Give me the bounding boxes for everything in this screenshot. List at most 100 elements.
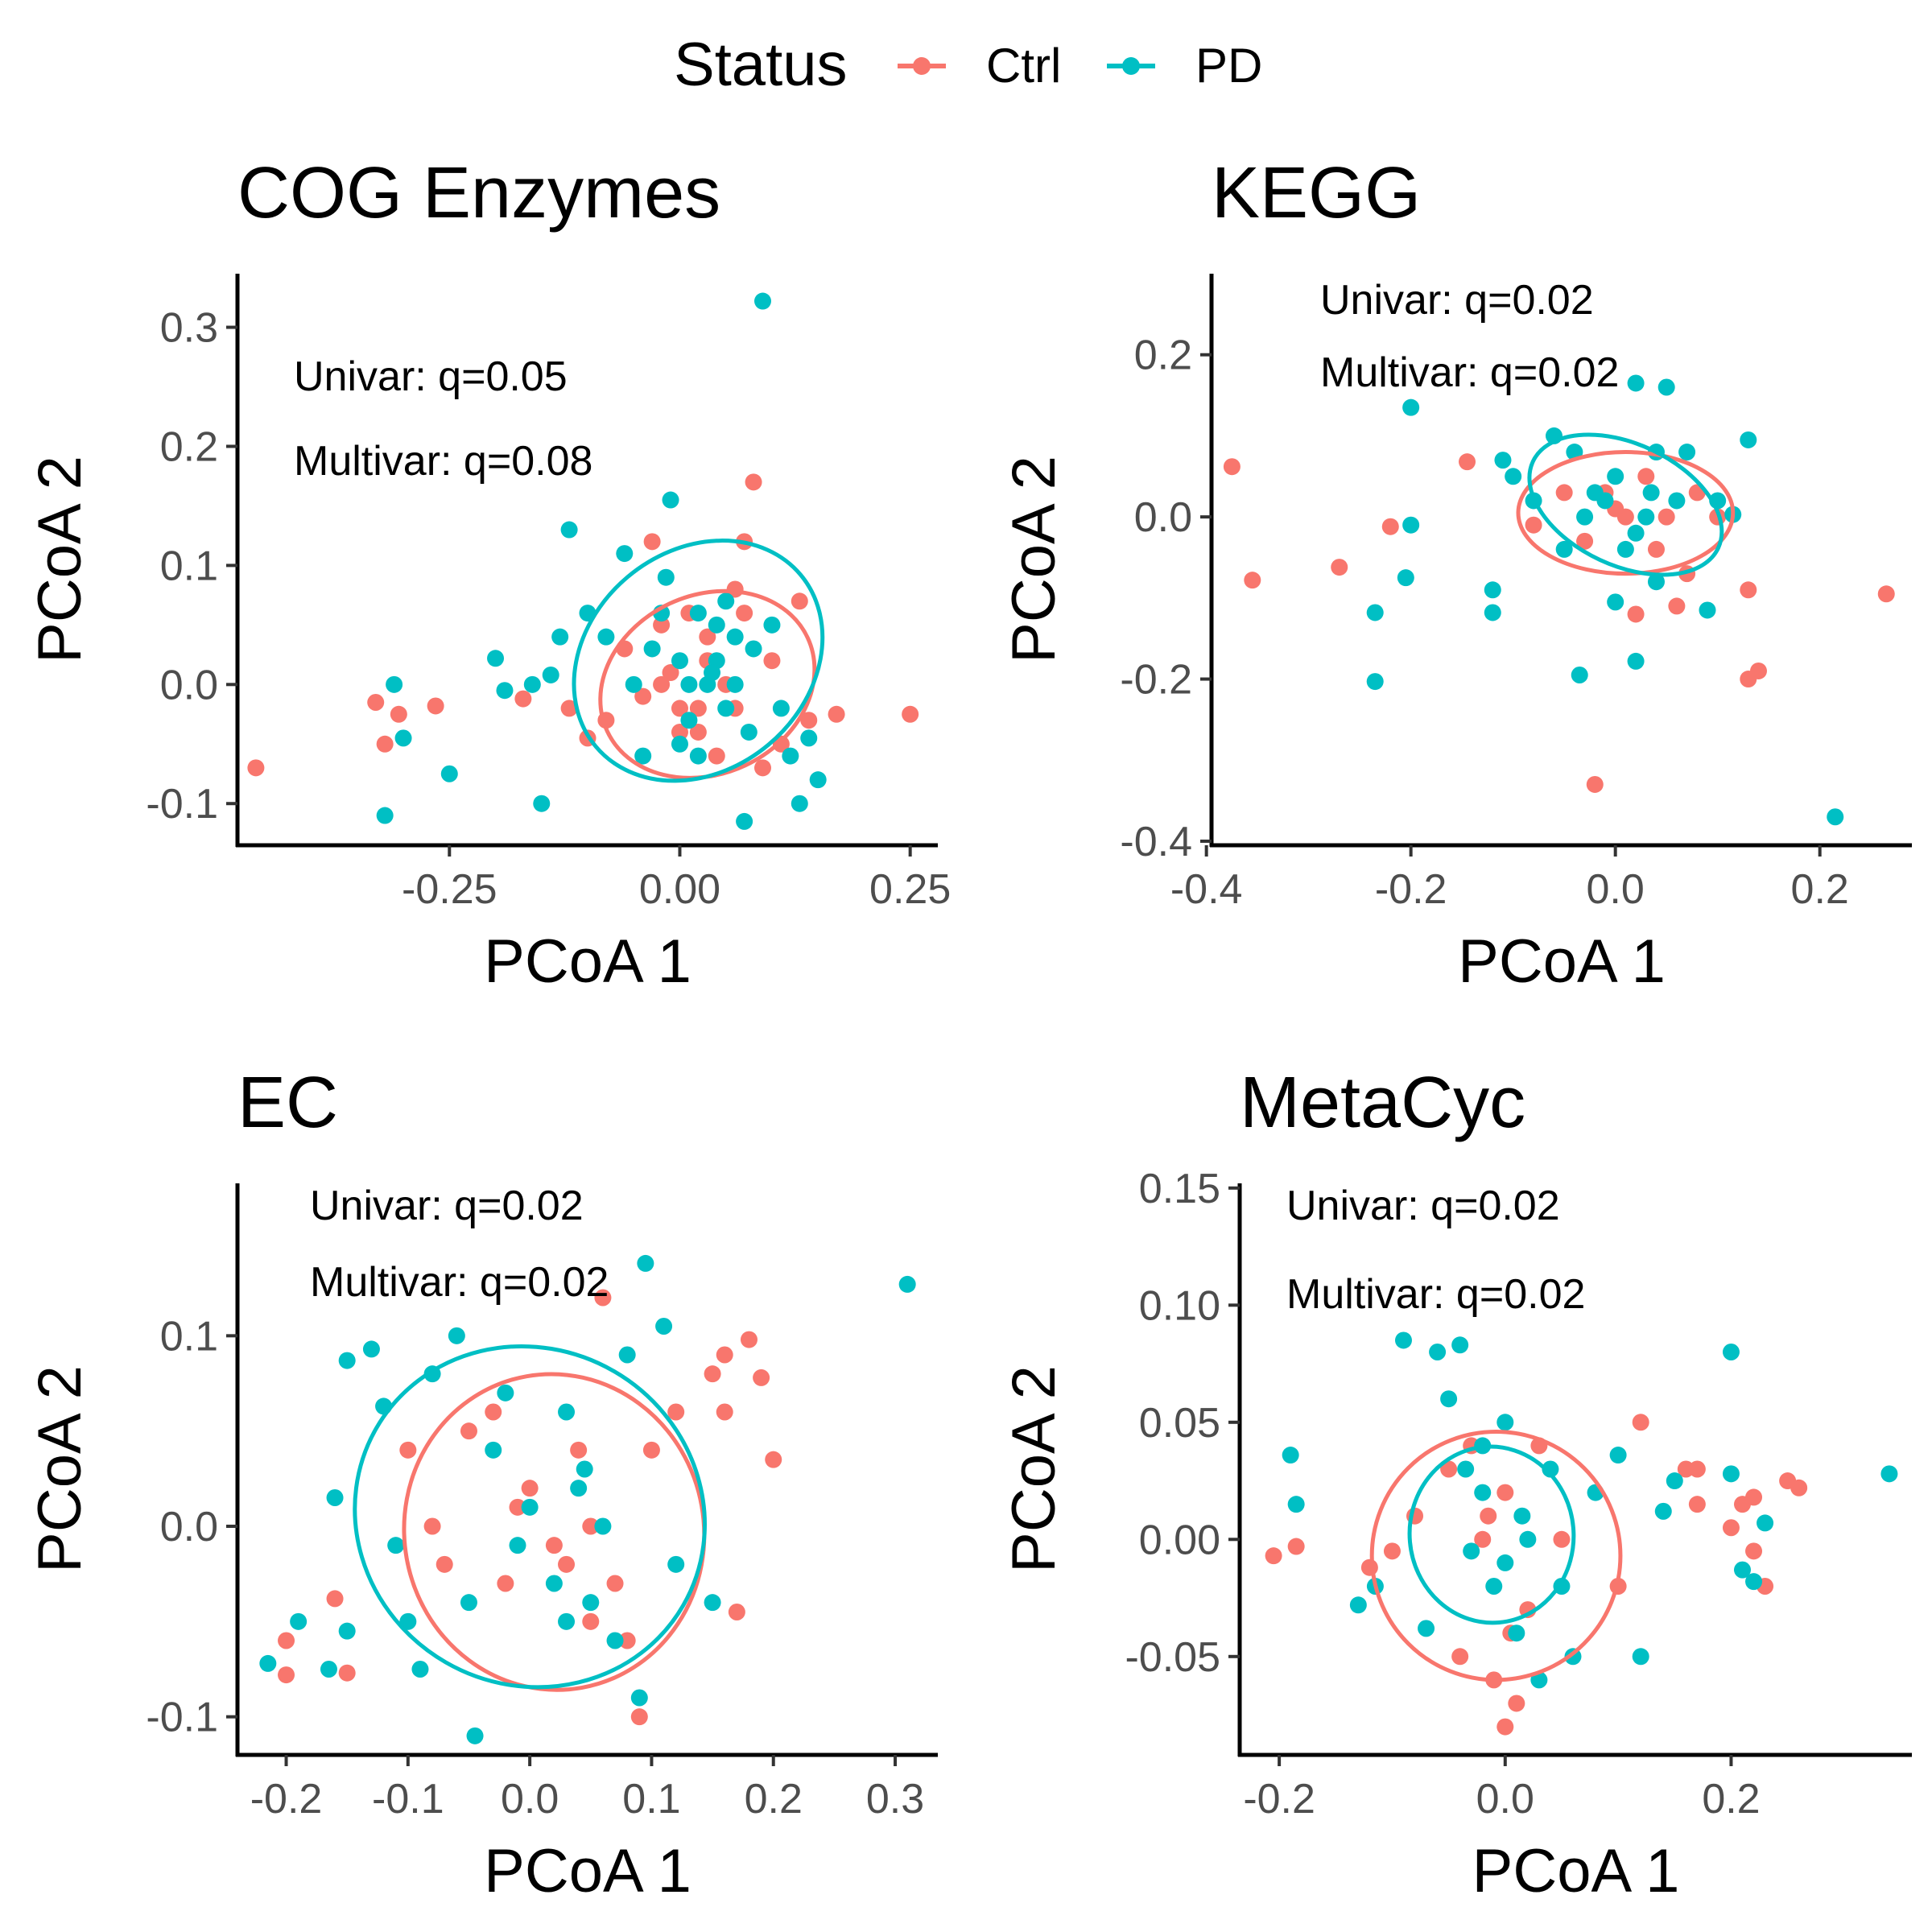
point-ctrl — [754, 759, 771, 777]
y-axis-title: PCoA 2 — [1000, 456, 1068, 663]
point-ctrl — [1553, 1530, 1571, 1548]
point-pd — [625, 675, 642, 693]
point-pd — [560, 521, 578, 539]
annotation-multivar: Multivar: q=0.02 — [310, 1259, 609, 1306]
annotation-multivar: Multivar: q=0.08 — [294, 438, 592, 485]
point-ctrl — [582, 1517, 600, 1535]
panel-title: EC — [237, 1063, 338, 1143]
point-pd — [1366, 673, 1384, 691]
point-ctrl — [278, 1666, 295, 1684]
point-ctrl — [753, 1368, 770, 1386]
point-pd — [606, 1632, 624, 1649]
point-ctrl — [1745, 1488, 1763, 1506]
point-ctrl — [1331, 559, 1348, 576]
y-axis-title: PCoA 2 — [26, 1365, 94, 1573]
x-axis-title: PCoA 1 — [1458, 927, 1666, 996]
point-ctrl — [653, 675, 671, 693]
legend-item-ctrl: Ctrl — [898, 39, 1061, 93]
point-ctrl — [1790, 1479, 1808, 1496]
point-pd — [485, 1441, 502, 1459]
point-ctrl — [594, 1289, 612, 1307]
point-pd — [1485, 1577, 1503, 1595]
point-ctrl — [634, 687, 652, 705]
x-tick-label: 0.2 — [1791, 866, 1849, 913]
point-ctrl — [1688, 1496, 1706, 1513]
point-ctrl — [667, 1403, 685, 1421]
point-pd — [1632, 1648, 1649, 1666]
y-tick-label: 0.2 — [160, 423, 218, 470]
annotation-multivar: Multivar: q=0.02 — [1286, 1271, 1585, 1318]
point-pd — [394, 729, 412, 747]
point-pd — [466, 1727, 484, 1744]
point-pd — [717, 592, 735, 610]
point-pd — [671, 735, 688, 753]
point-pd — [338, 1622, 356, 1640]
point-pd — [1397, 569, 1414, 587]
point-pd — [717, 700, 735, 717]
point-ctrl — [642, 1441, 660, 1459]
y-tick-label: 0.1 — [160, 1313, 218, 1360]
legend-label-ctrl: Ctrl — [986, 39, 1061, 93]
point-pd — [1609, 1447, 1627, 1464]
point-pd — [1740, 431, 1757, 448]
point-ctrl — [1647, 540, 1665, 558]
point-pd — [542, 666, 559, 683]
point-pd — [1827, 808, 1844, 826]
point-pd — [1496, 1554, 1514, 1571]
point-pd — [736, 812, 753, 830]
point-ctrl — [1637, 468, 1655, 485]
point-ctrl — [278, 1632, 295, 1649]
point-pd — [1699, 601, 1716, 619]
point-ctrl — [485, 1403, 502, 1421]
point-ctrl — [740, 1331, 758, 1348]
point-pd — [1440, 1390, 1458, 1408]
y-tick-label: 0.0 — [1134, 494, 1192, 541]
point-pd — [898, 1275, 916, 1293]
point-pd — [597, 628, 615, 646]
point-pd — [763, 616, 781, 634]
point-pd — [1576, 508, 1594, 526]
point-pd — [551, 628, 569, 646]
point-ctrl — [716, 1403, 733, 1421]
point-ctrl — [716, 1346, 733, 1364]
point-pd — [1505, 468, 1522, 485]
point-ctrl — [1576, 532, 1594, 550]
point-ctrl — [1740, 581, 1757, 599]
point-pd — [1513, 1507, 1531, 1525]
point-ctrl — [1555, 484, 1573, 502]
point-pd — [1484, 581, 1501, 599]
point-pd — [1666, 1472, 1683, 1490]
point-ctrl — [1627, 605, 1645, 623]
point-ctrl — [1722, 1519, 1740, 1537]
panel-title: KEGG — [1212, 153, 1421, 233]
point-ctrl — [1668, 597, 1686, 615]
point-pd — [1722, 1344, 1740, 1361]
y-tick-label: 0.3 — [160, 305, 218, 352]
point-pd — [1463, 1542, 1480, 1560]
point-pd — [1571, 667, 1588, 684]
point-pd — [399, 1612, 417, 1630]
point-pd — [704, 664, 721, 682]
point-ctrl — [689, 700, 707, 717]
point-pd — [1429, 1344, 1447, 1361]
point-ctrl — [828, 705, 845, 723]
point-pd — [411, 1661, 429, 1678]
point-ctrl — [1459, 453, 1476, 471]
point-pd — [440, 765, 458, 782]
point-ctrl — [1287, 1538, 1305, 1555]
point-ctrl — [671, 700, 688, 717]
point-pd — [689, 747, 707, 765]
ellipse-pd — [1407, 1444, 1576, 1625]
point-ctrl — [791, 592, 808, 610]
point-ctrl — [708, 747, 725, 765]
point-pd — [326, 1489, 344, 1506]
annotation-univar: Univar: q=0.05 — [294, 353, 568, 400]
point-pd — [616, 545, 634, 563]
x-tick-label: -0.2 — [1243, 1776, 1315, 1823]
point-pd — [497, 1384, 514, 1402]
point-ctrl — [1265, 1547, 1282, 1565]
point-pd — [708, 616, 725, 634]
panel-4: MetaCyc -0.2 0.0 0.2 -0.05 0.00 0.05 0.10 0.15 PC… — [1000, 1063, 1912, 1905]
x-tick-label: 0.0 — [1587, 866, 1645, 913]
point-pd — [662, 491, 679, 509]
